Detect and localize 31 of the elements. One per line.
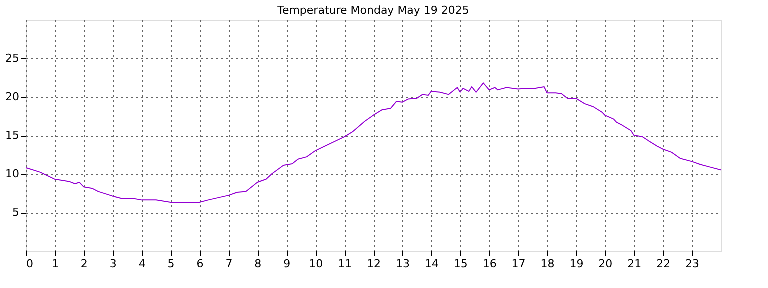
x-tick-label: 13: [396, 258, 410, 270]
x-tick-label: 7: [226, 258, 233, 270]
x-tick-label: 2: [80, 258, 88, 270]
x-tick-label: 10: [309, 258, 324, 270]
x-tick-label: 12: [367, 258, 381, 270]
x-tick-label: 19: [570, 258, 584, 270]
y-tick-label: 5: [12, 206, 20, 219]
x-tick-label: 8: [254, 258, 262, 270]
x-tick-label: 4: [138, 258, 146, 270]
y-tick-label: 10: [6, 168, 20, 180]
line-series: [26, 82, 722, 203]
y-tick-label: 20: [6, 90, 20, 104]
y-tick-label: 15: [6, 129, 20, 142]
x-tick-label: 0: [26, 258, 34, 270]
x-tick-label: 21: [628, 258, 642, 270]
x-tick-label: 1: [52, 258, 59, 270]
y-tick-label: 25: [6, 52, 20, 65]
x-tick-label: 23: [686, 258, 700, 270]
x-tick-label: 15: [454, 258, 468, 270]
x-tick-label: 3: [110, 258, 117, 270]
x-tick-label: 6: [196, 258, 204, 270]
x-tick-label: 11: [338, 258, 352, 270]
x-tick-label: 9: [284, 258, 291, 270]
chart-title: Temperature Monday May 19 2025: [276, 4, 470, 17]
x-tick-label: 16: [482, 258, 497, 270]
x-tick-label: 20: [598, 258, 613, 270]
x-tick-label: 22: [656, 258, 671, 270]
x-tick-label: 17: [512, 258, 526, 270]
x-tick-label: 18: [540, 258, 555, 270]
x-tick-label: 14: [424, 258, 439, 270]
x-tick-label: 5: [168, 258, 175, 270]
